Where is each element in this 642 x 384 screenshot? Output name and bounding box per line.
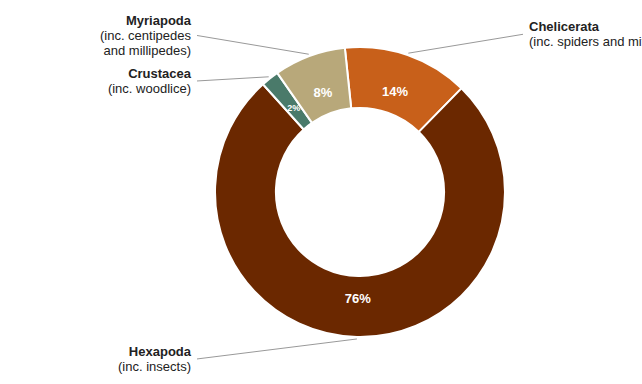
category-label-line: Chelicerata xyxy=(529,19,600,34)
data-labels: 14% 76% 2% 8% xyxy=(287,84,408,306)
category-label-line: (inc. centipedes xyxy=(100,28,192,43)
category-label-line: Hexapoda xyxy=(129,344,192,359)
category-label: Crustacea(inc. woodlice) xyxy=(108,66,192,96)
category-label-line: (inc. woodlice) xyxy=(108,81,191,96)
wedges xyxy=(215,47,505,337)
category-label: Chelicerata(inc. spiders and mites) xyxy=(529,19,642,49)
data-label: 2% xyxy=(287,103,300,113)
leader-line xyxy=(408,34,523,53)
category-label-line: Crustacea xyxy=(128,66,192,81)
wedge xyxy=(277,48,351,123)
category-label-line: Myriapoda xyxy=(126,13,192,28)
category-labels: Chelicerata(inc. spiders and mites) Hexap… xyxy=(100,13,642,374)
wedge xyxy=(215,84,505,337)
category-label-line: (inc. insects) xyxy=(118,359,191,374)
category-label: Hexapoda(inc. insects) xyxy=(118,344,192,374)
data-label: 76% xyxy=(345,291,371,306)
category-label-line: (inc. spiders and mites) xyxy=(529,34,642,49)
leader-line xyxy=(197,339,357,359)
category-label-line: and millipedes) xyxy=(104,43,191,58)
data-label: 14% xyxy=(382,84,408,99)
category-label: Myriapoda(inc. centipedesand millipedes) xyxy=(100,13,192,58)
leader-line xyxy=(197,35,309,54)
donut-chart: 14%76%2%8%Chelicerata(inc. spiders and m… xyxy=(0,0,642,384)
leader-line xyxy=(197,77,269,81)
chart-container: 14%76%2%8%Chelicerata(inc. spiders and m… xyxy=(0,0,642,384)
data-label: 8% xyxy=(313,85,332,100)
